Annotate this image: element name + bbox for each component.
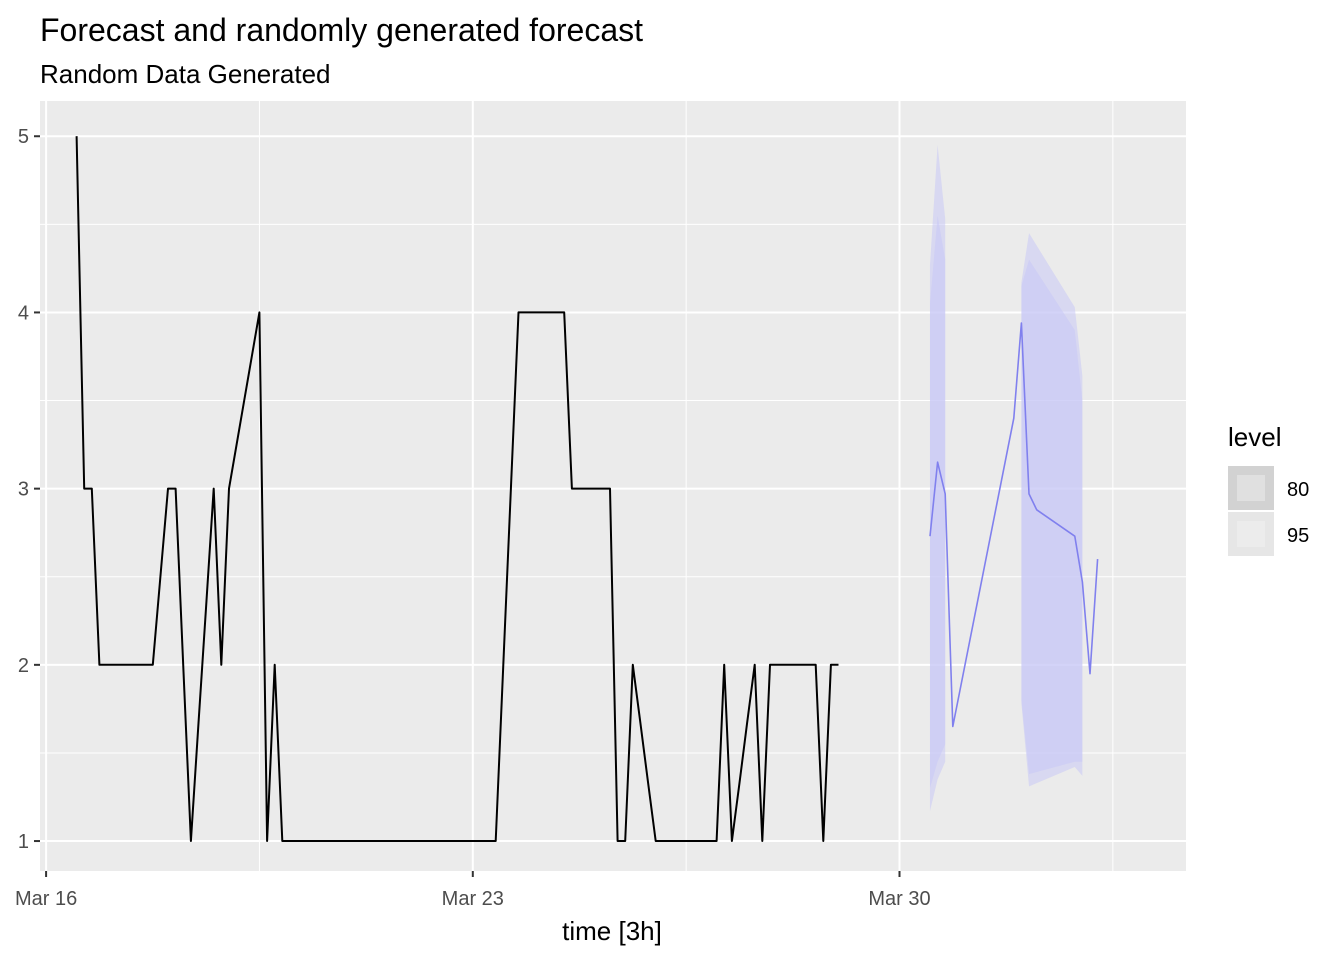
legend-label-80: 80 xyxy=(1287,479,1309,501)
legend-title: level xyxy=(1228,422,1281,452)
y-tick-label-1: 2 xyxy=(18,655,29,677)
x-tick-label-1: Mar 23 xyxy=(442,888,504,910)
y-tick-label-2: 3 xyxy=(18,479,29,501)
interval-bands xyxy=(929,145,1083,812)
grid-minor xyxy=(40,101,1186,871)
x-tick-label-2: Mar 30 xyxy=(868,888,930,910)
x-tick-label-0: Mar 16 xyxy=(15,888,77,910)
forecast-line xyxy=(929,322,1099,728)
band-95-segment-0 xyxy=(929,145,946,812)
history-line xyxy=(75,136,839,842)
band-95-segment-1 xyxy=(1021,233,1083,787)
y-tick-label-3: 4 xyxy=(18,302,29,324)
series-lines xyxy=(75,136,1099,842)
y-axis: 1 2 3 4 5 xyxy=(18,126,40,853)
chart-subtitle: Random Data Generated xyxy=(40,59,331,89)
legend-label-95: 95 xyxy=(1287,525,1309,547)
legend-key-95-inner xyxy=(1237,521,1265,547)
x-axis: Mar 16 Mar 23 Mar 30 xyxy=(15,871,931,910)
chart-title: Forecast and randomly generated forecast xyxy=(40,12,643,48)
legend: level 80 95 xyxy=(1228,422,1309,556)
plot-panel xyxy=(40,101,1186,871)
grid-major xyxy=(40,101,1186,871)
y-tick-label-0: 1 xyxy=(18,831,29,853)
legend-key-80-inner xyxy=(1237,475,1265,501)
y-tick-label-4: 5 xyxy=(18,126,29,148)
x-axis-title: time [3h] xyxy=(562,916,662,946)
